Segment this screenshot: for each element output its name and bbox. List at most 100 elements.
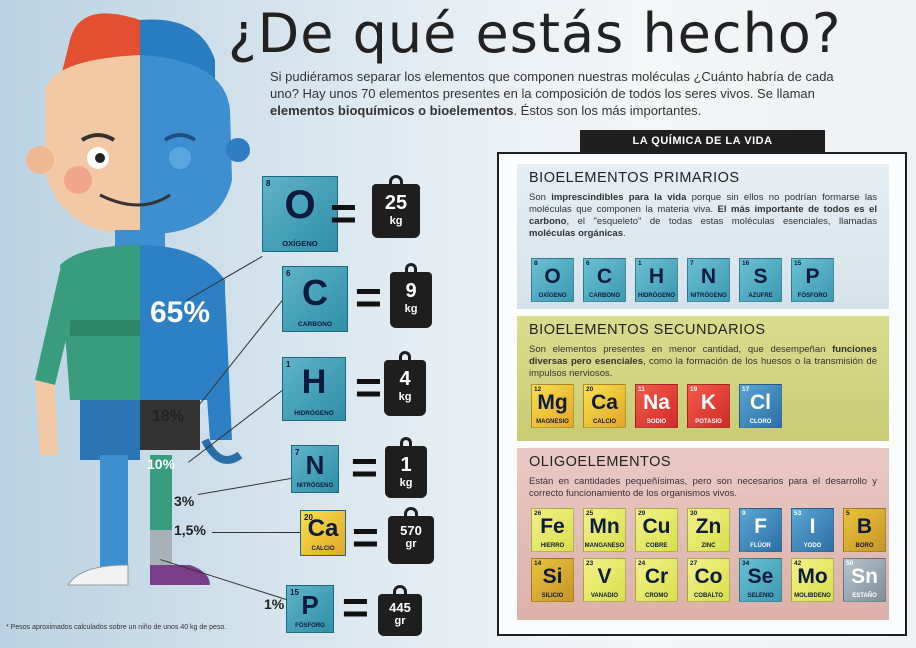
element-number: 5 [846,510,850,517]
element-name: AZUFRE [748,293,773,299]
connector-line [212,532,300,533]
element-name: OXÍGENO [538,293,567,299]
weight-unit: kg [398,391,412,404]
element-tile-si: 14 Si SILICIO [531,558,574,602]
element-name: POTASIO [695,419,722,425]
element-tile-se: 34 Se SELENIO [739,558,782,602]
element-name: COBRE [645,543,668,549]
element-tile-p: 15 P FÓSFORO [286,585,334,633]
element-symbol: V [597,565,612,588]
element-number: 9 [742,510,746,517]
element-tile-c: 6 C CARBONO [282,266,348,332]
element-name: FÓSFORO [797,293,828,299]
element-name: VANADIO [590,593,619,599]
element-symbol: S [753,265,768,288]
element-tile-fe: 26 Fe HIERRO [531,508,574,552]
element-name: HIDRÓGENO [294,410,334,417]
element-tile-o: 8 O OXÍGENO [531,258,574,302]
section-title: BIOELEMENTOS PRIMARIOS [529,170,740,186]
element-number: 1 [286,360,291,369]
section-secundarios: BIOELEMENTOS SECUNDARIOS Son elementos p… [517,316,889,441]
element-number: 8 [534,260,538,267]
element-symbol: Mn [589,515,620,538]
element-name: ESTAÑO [852,593,877,599]
element-tile-c: 6 C CARBONO [583,258,626,302]
weight-icon: 445 gr [378,585,422,636]
child-illustration [26,13,250,586]
element-tile-cl: 17 Cl CLORO [739,384,782,428]
element-name: CALCIO [593,419,616,425]
element-name: NITRÓGENO [296,483,334,489]
element-name: FLÚOR [750,543,771,549]
weight-icon: 9 kg [390,263,432,328]
weight-icon: 4 kg [384,351,426,416]
chemistry-panel: BIOELEMENTOS PRIMARIOS Son imprescindibl… [497,152,907,636]
section-text: Son imprescindibles para la vida porque … [529,192,877,239]
section-title: OLIGOELEMENTOS [529,454,672,470]
element-number: 34 [742,560,750,567]
section-oligoelementos: OLIGOELEMENTOS Están en cantidades peque… [517,448,889,620]
weight-icon: 1 kg [385,437,427,498]
element-number: 15 [794,260,802,267]
panel-header: LA QUÍMICA DE LA VIDA [580,130,825,152]
element-tile-h: 1 H HIDRÓGENO [635,258,678,302]
element-name: FÓSFORO [295,623,325,629]
weight-value: 4 [399,368,411,391]
equals-sign: = [355,361,382,413]
element-number: 50 [846,560,854,567]
element-name: OXÍGENO [282,239,318,248]
element-tile-b: 5 B BORO [843,508,886,552]
element-tile-na: 11 Na SODIO [635,384,678,428]
element-symbol: O [544,265,561,288]
element-name: MANGANESO [584,543,625,549]
weight-value: 570 [400,523,422,539]
element-symbol: Si [542,565,563,588]
element-tile-p: 15 P FÓSFORO [791,258,834,302]
element-symbol: Na [643,391,670,414]
element-symbol: Se [747,565,774,588]
element-tile-cu: 29 Cu COBRE [635,508,678,552]
section-text: Están en cantidades pequeñísimas, pero s… [529,476,877,499]
weight-value: 445 [389,600,411,616]
element-name: HIDRÓGENO [637,293,675,299]
equals-sign: = [352,511,379,563]
element-number: 6 [286,269,291,278]
element-name: SODIO [646,419,667,425]
section-text: Son elementos presentes en menor cantida… [529,344,877,379]
element-number: 16 [742,260,750,267]
element-symbol: K [700,391,717,414]
element-symbol: Fe [540,515,565,538]
percentage-label: 10% [147,456,176,472]
element-name: BORO [855,543,874,549]
intro-text: Si pudiéramos separar los elementos que … [270,69,834,118]
element-number: 8 [266,179,271,188]
section-primarios: BIOELEMENTOS PRIMARIOS Son imprescindibl… [517,164,889,309]
element-name: SELENIO [747,593,774,599]
element-tile-n: 7 N NITRÓGENO [687,258,730,302]
section-title: BIOELEMENTOS SECUNDARIOS [529,322,766,338]
element-tile-sn: 50 Sn ESTAÑO [843,558,886,602]
element-tile-zn: 30 Zn ZINC [687,508,730,552]
element-name: YODO [803,543,822,549]
element-symbol: O [284,183,316,228]
percentage-label: 3% [174,493,195,509]
element-name: COBALTO [693,593,724,599]
element-symbol: Sn [851,565,878,588]
element-symbol: N [700,265,717,288]
element-tile-n: 7 N NITRÓGENO [291,445,339,493]
element-symbol: H [301,363,327,402]
element-name: HIERRO [540,543,565,549]
element-name: CROMO [645,593,668,599]
element-name: CLORO [749,419,772,425]
element-symbol: Ca [307,514,339,542]
element-number: 53 [794,510,802,517]
weight-icon: 25 kg [372,175,420,238]
element-tile-ca: 20 Ca CALCIO [300,510,346,556]
weight-unit: gr [394,615,406,628]
element-number: 7 [690,260,694,267]
element-symbol: I [809,515,816,538]
element-number: 42 [794,560,802,567]
element-tile-mo: 42 Mo MOLIBDENO [791,558,834,602]
weight-icon: 570 gr [388,507,434,564]
element-number: 15 [290,588,299,597]
